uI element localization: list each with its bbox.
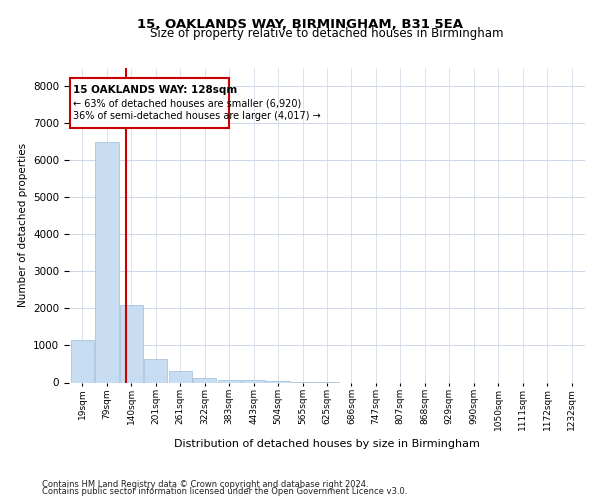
Text: Contains HM Land Registry data © Crown copyright and database right 2024.: Contains HM Land Registry data © Crown c…: [42, 480, 368, 489]
Bar: [218, 380, 241, 382]
Bar: [242, 380, 265, 382]
Text: 15, OAKLANDS WAY, BIRMINGHAM, B31 5EA: 15, OAKLANDS WAY, BIRMINGHAM, B31 5EA: [137, 18, 463, 30]
Bar: [120, 304, 143, 382]
Title: Size of property relative to detached houses in Birmingham: Size of property relative to detached ho…: [150, 27, 504, 40]
Text: 36% of semi-detached houses are larger (4,017) →: 36% of semi-detached houses are larger (…: [73, 111, 321, 121]
X-axis label: Distribution of detached houses by size in Birmingham: Distribution of detached houses by size …: [174, 438, 480, 448]
Bar: [70, 78, 229, 128]
Bar: [95, 142, 119, 382]
Text: 15 OAKLANDS WAY: 128sqm: 15 OAKLANDS WAY: 128sqm: [73, 85, 238, 95]
Bar: [144, 359, 167, 382]
Y-axis label: Number of detached properties: Number of detached properties: [17, 143, 28, 307]
Bar: [193, 378, 217, 382]
Bar: [169, 372, 192, 382]
Bar: [71, 340, 94, 382]
Text: ← 63% of detached houses are smaller (6,920): ← 63% of detached houses are smaller (6,…: [73, 99, 302, 109]
Text: Contains public sector information licensed under the Open Government Licence v3: Contains public sector information licen…: [42, 488, 407, 496]
